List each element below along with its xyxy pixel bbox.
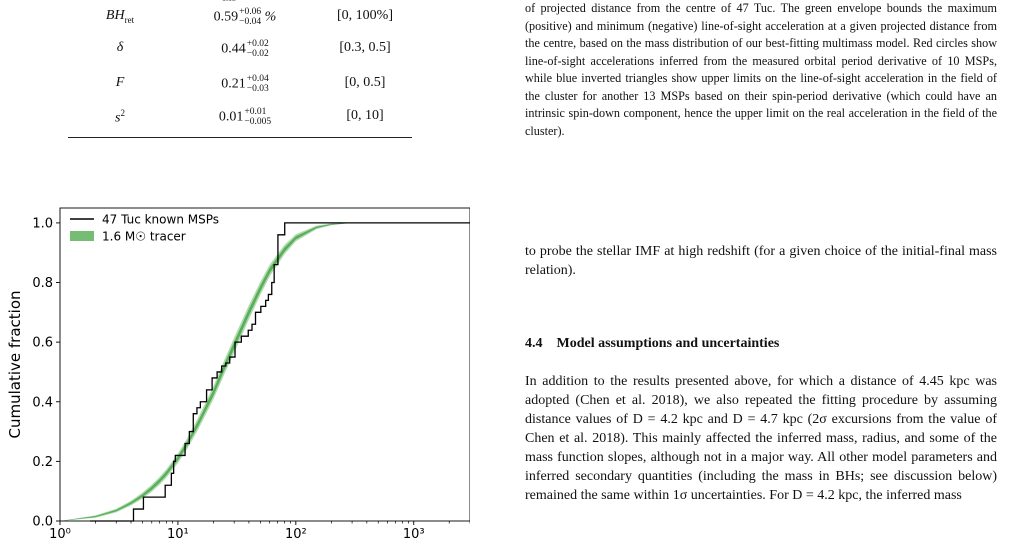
figure-caption: of projected distance from the centre of… [525, 1, 997, 138]
param-name: s2 [115, 108, 125, 126]
x-tick-label: 10³ [403, 527, 425, 542]
table-row: s2 0.01 +0.01 −0.005 [0, 10] [60, 107, 420, 136]
param-value: 0.21 +0.04 −0.03 [221, 74, 269, 94]
body-paragraph-2: In addition to the results presented abo… [525, 374, 997, 503]
msp-cumulative-line [90, 222, 470, 522]
x-tick-label: 10² [285, 527, 307, 542]
param-name: δ [116, 40, 124, 55]
tracer-band-outer [60, 222, 470, 521]
y-tick-label: 0.2 [32, 455, 53, 470]
cumulative-fraction-chart: 0.0 0.2 0.4 0.6 0.8 1.0 10⁰ 10¹ 10² 10³ Projected … [6, 207, 470, 546]
legend-label-tracer: 1.6 M☉ tracer [102, 230, 186, 244]
legend-label-msp: 47 Tuc known MSPs [102, 213, 219, 227]
param-name: BHret [105, 8, 135, 25]
table-top-fragment: 0.05 [222, 0, 236, 3]
section-title: Model assumptions and uncertainties [556, 336, 780, 351]
section-number: 4.4 [525, 336, 543, 351]
y-tick-label: 0.6 [32, 336, 53, 351]
x-tick-label: 10⁰ [49, 527, 71, 542]
section-heading: 4.4 Model assumptions and uncertainties [525, 336, 779, 352]
param-value: 0.01 +0.01 −0.005 [218, 107, 272, 127]
param-prior: [0, 100%] [337, 8, 393, 23]
table-row: F 0.21 +0.04 −0.03 [0, 0.5] [60, 74, 420, 103]
param-prior: [0, 0.5] [344, 75, 386, 90]
y-tick-label: 0.4 [32, 395, 53, 410]
x-axis-label: Projected radius [arcsec] [172, 545, 358, 546]
tracer-band-inner [60, 222, 470, 521]
x-tick-label: 10¹ [167, 527, 189, 542]
table-row: BHret 0.59 +0.06 −0.04 % [0, 100%] [60, 7, 420, 36]
table-bottom-rule [68, 137, 412, 138]
param-prior: [0, 10] [346, 108, 384, 123]
plot-frame [59, 207, 470, 522]
param-prior: [0.3, 0.5] [339, 40, 391, 55]
y-tick-label: 0.8 [32, 276, 53, 291]
legend-swatch-tracer [70, 231, 94, 241]
y-axis-label: Cumulative fraction [6, 290, 24, 438]
y-tick-label: 0.0 [32, 515, 53, 530]
table-row: δ 0.44 +0.02 −0.02 [0.3, 0.5] [60, 39, 420, 68]
param-name: F [115, 75, 125, 90]
param-value: 0.44 +0.02 −0.02 [221, 39, 269, 59]
y-tick-label: 1.0 [32, 216, 53, 231]
body-paragraph-1: to probe the stellar IMF at high redshif… [525, 244, 997, 278]
param-value: 0.59 +0.06 −0.04 % [213, 7, 277, 27]
